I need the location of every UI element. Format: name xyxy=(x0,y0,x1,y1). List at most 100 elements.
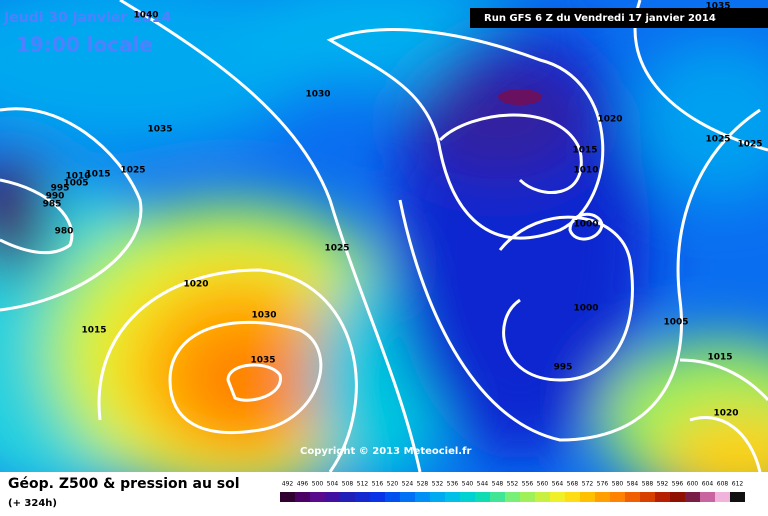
scale-swatch xyxy=(340,492,355,502)
isobar-label: 980 xyxy=(55,227,74,237)
scale-swatch xyxy=(520,492,535,502)
scale-swatch xyxy=(370,492,385,502)
scale-swatch xyxy=(655,492,670,502)
isobar-label: 1020 xyxy=(183,280,208,290)
scale-swatch xyxy=(610,492,625,502)
scale-swatch xyxy=(550,492,565,502)
scale-swatch xyxy=(430,492,445,502)
scale-label: 508 xyxy=(342,481,354,488)
scale-swatch xyxy=(355,492,370,502)
scale-label: 520 xyxy=(387,481,399,488)
isobar-label: 1025 xyxy=(324,244,349,254)
isobar-label: 1020 xyxy=(713,409,738,419)
scale-label: 588 xyxy=(642,481,654,488)
scale-label: 544 xyxy=(477,481,489,488)
isobar-label: 985 xyxy=(43,200,62,210)
valid-time: 19:00 locale xyxy=(16,33,153,57)
scale-label: 568 xyxy=(567,481,579,488)
scale-swatch xyxy=(415,492,430,502)
scale-swatch xyxy=(595,492,610,502)
scale-label: 532 xyxy=(432,481,444,488)
scale-label: 516 xyxy=(372,481,384,488)
scale-swatch xyxy=(685,492,700,502)
isobar-label: 1035 xyxy=(250,356,275,366)
isobar-label: 1015 xyxy=(572,146,597,156)
scale-label: 584 xyxy=(627,481,639,488)
product-title: Géop. Z500 & pression au sol xyxy=(8,476,240,492)
isobar-label: 1015 xyxy=(81,326,106,336)
scale-swatch xyxy=(700,492,715,502)
isobar-label: 1040 xyxy=(133,11,158,21)
isobar-label: 1025 xyxy=(737,140,762,150)
scale-label: 596 xyxy=(672,481,684,488)
scale-swatch xyxy=(580,492,595,502)
scale-swatch xyxy=(565,492,580,502)
isobar-label: 1000 xyxy=(573,220,598,230)
scale-label: 528 xyxy=(417,481,429,488)
scale-swatch xyxy=(625,492,640,502)
scale-label: 560 xyxy=(537,481,549,488)
scale-label: 536 xyxy=(447,481,459,488)
scale-label: 540 xyxy=(462,481,474,488)
isobar-label: 990 xyxy=(46,192,65,202)
isobar-label: 1030 xyxy=(251,311,276,321)
scale-label: 552 xyxy=(507,481,519,488)
copyright: Copyright © 2013 Meteociel.fr xyxy=(300,446,471,457)
scale-label: 500 xyxy=(312,481,324,488)
isobar-label: 1025 xyxy=(705,135,730,145)
scale-swatch xyxy=(310,492,325,502)
isobar-label: 1010 xyxy=(65,172,90,182)
scale-label: 580 xyxy=(612,481,624,488)
scale-swatch xyxy=(505,492,520,502)
valid-date: Jeudi 30 janvier 2014 xyxy=(3,10,171,26)
scale-swatch xyxy=(445,492,460,502)
isobar-label: 1035 xyxy=(705,2,730,12)
run-info: Run GFS 6 Z du Vendredi 17 janvier 2014 xyxy=(484,13,716,24)
scale-label: 496 xyxy=(297,481,309,488)
isobar-label: 1000 xyxy=(573,304,598,314)
isobar-label: 995 xyxy=(51,184,70,194)
scale-swatch xyxy=(385,492,400,502)
isobar-label: 995 xyxy=(554,363,573,373)
scale-swatch xyxy=(670,492,685,502)
scale-swatch xyxy=(535,492,550,502)
color-scale: 492 496 500 504 508 512 516 520 524 528 532 536 540 5… xyxy=(280,481,745,502)
scale-label: 492 xyxy=(282,481,294,488)
scale-label: 608 xyxy=(717,481,729,488)
isobar-label: 1005 xyxy=(663,318,688,328)
isobar-label: 1030 xyxy=(305,90,330,100)
isobar-label: 1020 xyxy=(597,115,622,125)
isobar-label: 1015 xyxy=(85,170,110,180)
run-banner xyxy=(470,8,768,28)
scale-label: 556 xyxy=(522,481,534,488)
lead-time: (+ 324h) xyxy=(8,498,57,509)
scale-swatch xyxy=(400,492,415,502)
scale-label: 548 xyxy=(492,481,504,488)
scale-swatch xyxy=(730,492,745,502)
scale-swatch xyxy=(295,492,310,502)
scale-swatch xyxy=(715,492,730,502)
isobar-labels: 1040 1030 1035 1025 1015 1010 1005 995 9… xyxy=(43,2,763,419)
isobar-label: 1015 xyxy=(707,353,732,363)
scale-label: 600 xyxy=(687,481,699,488)
isobar-label: 1025 xyxy=(120,166,145,176)
isobar-label: 1010 xyxy=(573,166,598,176)
scale-label: 576 xyxy=(597,481,609,488)
scale-label: 572 xyxy=(582,481,594,488)
scale-swatch xyxy=(475,492,490,502)
scale-label: 564 xyxy=(552,481,564,488)
scale-label: 524 xyxy=(402,481,414,488)
isobar-label: 1035 xyxy=(147,125,172,135)
scale-label: 512 xyxy=(357,481,369,488)
scale-label: 504 xyxy=(327,481,339,488)
scale-label: 604 xyxy=(702,481,714,488)
scale-label: 592 xyxy=(657,481,669,488)
scale-swatch xyxy=(640,492,655,502)
scale-swatch xyxy=(280,492,295,502)
scale-swatch xyxy=(460,492,475,502)
scale-swatch xyxy=(325,492,340,502)
isobar-label: 1005 xyxy=(63,179,88,189)
scale-swatch xyxy=(490,492,505,502)
